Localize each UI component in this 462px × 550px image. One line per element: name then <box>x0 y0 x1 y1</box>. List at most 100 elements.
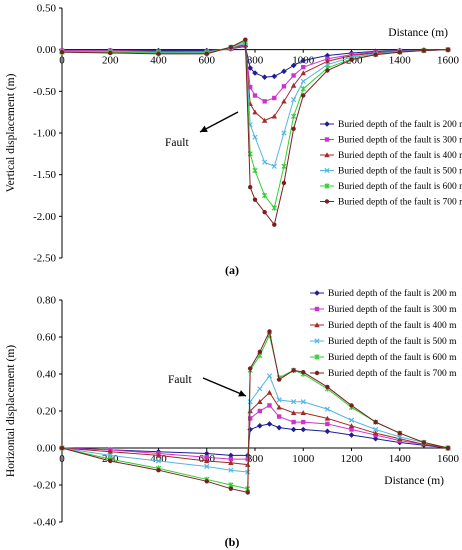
legend-label: Buried depth of the fault is 200 m <box>338 119 462 130</box>
y-tick-label: -0.50 <box>33 86 56 98</box>
data-point <box>228 460 234 465</box>
legend-label: Buried depth of the fault is 400 m <box>328 320 457 331</box>
data-point <box>291 399 297 405</box>
data-point <box>266 389 273 395</box>
x-tick-label: 0 <box>59 453 65 465</box>
data-point <box>348 432 355 438</box>
data-point <box>324 52 331 59</box>
data-point <box>325 384 330 390</box>
data-point <box>243 37 248 42</box>
data-point <box>155 458 162 464</box>
legend-entry-2: Buried depth of the fault is 300 m <box>320 135 462 146</box>
data-point <box>247 65 253 71</box>
data-point <box>291 419 296 425</box>
y-tick-label: -0.40 <box>33 517 56 529</box>
legend-marker <box>324 121 330 127</box>
legend-label: Buried depth of the fault is 700 m <box>328 368 457 379</box>
data-point <box>300 70 306 76</box>
data-point <box>281 84 287 89</box>
y-tick-label: -0.20 <box>33 480 56 492</box>
data-point <box>281 180 287 186</box>
data-point <box>276 404 282 410</box>
data-point <box>252 197 258 202</box>
data-point <box>261 74 268 80</box>
data-point <box>281 98 287 104</box>
y-tick-label: 0.00 <box>37 44 57 56</box>
x-tick-label: 1400 <box>389 55 412 67</box>
data-point <box>252 109 258 115</box>
data-point <box>276 377 282 382</box>
legend-label: Buried depth of the fault is 600 m <box>338 181 462 192</box>
data-point <box>267 329 272 334</box>
data-point <box>300 57 307 64</box>
data-point <box>257 423 263 429</box>
data-point <box>252 93 258 98</box>
x-tick-label: 600 <box>199 55 216 67</box>
y-tick-label: 0.50 <box>37 3 57 15</box>
data-point <box>281 130 287 136</box>
data-point <box>108 458 113 464</box>
series-3 <box>59 389 451 467</box>
data-point <box>397 49 402 55</box>
data-point <box>245 490 250 495</box>
data-point <box>247 366 253 371</box>
y-tick-label: -2.00 <box>33 211 56 223</box>
data-point <box>300 410 306 416</box>
data-point <box>247 184 253 190</box>
data-point <box>247 399 253 405</box>
data-point <box>262 192 268 199</box>
data-point <box>373 419 378 425</box>
x-tick-label: 800 <box>247 453 264 465</box>
fault-arrow-head <box>200 125 208 132</box>
fault-label: Fault <box>165 137 189 149</box>
legend-entry-6: Buried depth of the fault is 700 m <box>310 368 457 379</box>
data-point <box>291 113 297 120</box>
data-point <box>300 426 307 433</box>
x-axis-label: Distance (m) <box>384 475 444 487</box>
legend-marker <box>314 354 320 360</box>
legend-marker <box>324 199 330 204</box>
data-point <box>59 445 65 451</box>
series-6 <box>59 329 451 495</box>
data-point <box>271 113 277 119</box>
data-point <box>204 51 209 57</box>
data-point <box>301 64 306 70</box>
data-point <box>373 426 379 433</box>
data-point <box>372 435 379 442</box>
data-point <box>228 452 234 459</box>
legend-label: Buried depth of the fault is 400 m <box>338 150 462 161</box>
legend-label: Buried depth of the fault is 300 m <box>328 304 457 315</box>
legend-entry-3: Buried depth of the fault is 400 m <box>320 150 462 161</box>
x-tick-label: 800 <box>247 55 264 67</box>
legend-marker <box>324 137 330 142</box>
data-point <box>156 51 161 57</box>
data-point <box>204 479 209 484</box>
data-point <box>261 117 268 123</box>
legend-entry-5: Buried depth of the fault is 600 m <box>320 181 462 192</box>
data-point <box>107 449 113 454</box>
x-tick-label: 1400 <box>389 453 412 465</box>
data-point <box>300 399 306 405</box>
data-point <box>349 57 354 62</box>
data-point <box>290 82 297 88</box>
y-tick-label: 0.20 <box>37 406 57 418</box>
legend-marker <box>314 338 320 344</box>
x-tick-label: 0 <box>59 55 65 67</box>
legend-entry-4: Buried depth of the fault is 500 m <box>310 336 457 347</box>
legend-marker <box>324 183 330 189</box>
data-point <box>252 70 258 76</box>
legend-label: Buried depth of the fault is 200 m <box>328 288 457 299</box>
data-point <box>290 426 297 433</box>
data-point <box>271 73 278 80</box>
panel-label: (a) <box>225 263 239 277</box>
legend-marker <box>324 152 330 158</box>
legend-entry-5: Buried depth of the fault is 600 m <box>310 352 457 363</box>
data-point <box>421 440 427 445</box>
legend-label: Buried depth of the fault is 500 m <box>328 336 457 347</box>
legend-label: Buried depth of the fault is 600 m <box>328 352 457 363</box>
y-tick-label: 0.40 <box>37 369 57 381</box>
y-tick-label: 0.80 <box>37 295 57 307</box>
data-point <box>291 97 297 103</box>
data-point <box>421 48 427 53</box>
legend-marker <box>314 370 320 376</box>
